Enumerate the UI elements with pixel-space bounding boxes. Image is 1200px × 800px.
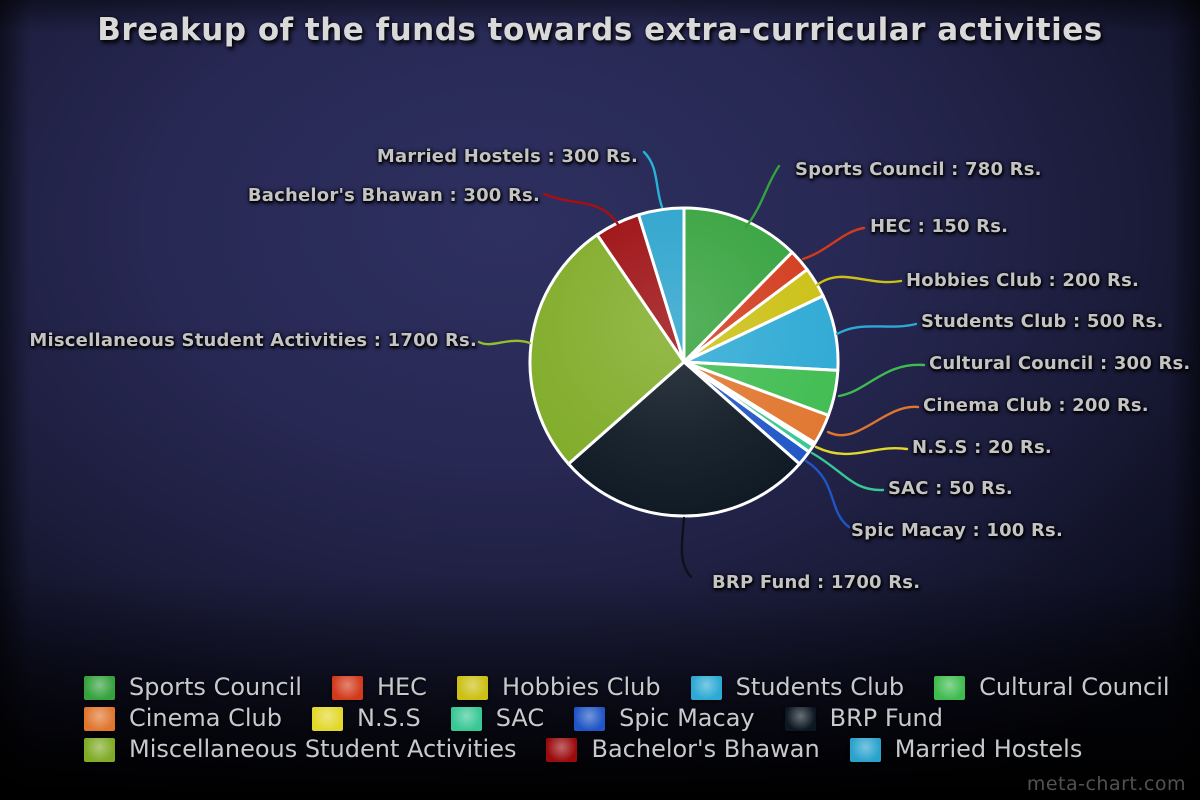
- leader-line-cultural-council: [837, 363, 926, 398]
- legend-item-sac: SAC: [450, 704, 545, 732]
- leader-line-brp-fund: [680, 516, 693, 579]
- legend-swatch-sac: [450, 706, 482, 731]
- legend-item-n-s-s: N.S.S: [312, 705, 421, 732]
- legend-label: N.S.S: [357, 704, 421, 732]
- leader-line-bachelor-s-bhawan: [542, 192, 621, 228]
- leader-line-cinema-club: [826, 405, 920, 437]
- legend-swatch-bachelor-s-bhawan: [546, 737, 578, 762]
- legend-label: Cultural Council: [979, 673, 1170, 701]
- leader-lines: [477, 150, 926, 579]
- legend-label: HEC: [376, 673, 427, 701]
- pie-highlight: [532, 210, 836, 514]
- legend-swatch-married-hostels: [849, 737, 881, 762]
- callout-students-club: Students Club : 500 Rs.: [921, 311, 1164, 332]
- leader-line-sports-council: [744, 164, 781, 229]
- legend-item-married-hostels: Married Hostels: [849, 735, 1083, 763]
- legend-row: Miscellaneous Student Activities Bachelor…: [84, 736, 1174, 763]
- callout-married-hostels: Married Hostels : 300 Rs.: [376, 146, 638, 167]
- legend-label: Married Hostels: [894, 735, 1083, 763]
- leader-line-students-club: [835, 322, 918, 336]
- legend-swatch-n-s-s: [312, 706, 343, 731]
- leader-line-married-hostels: [642, 150, 664, 209]
- leader-line-sac: [810, 451, 885, 492]
- legend-label: BRP Fund: [829, 704, 943, 732]
- legend-swatch-spic-macay: [574, 706, 606, 731]
- legend-swatch-sports-council: [84, 675, 115, 700]
- leader-line-n-s-s: [814, 445, 909, 456]
- legend-item-brp-fund: BRP Fund: [784, 704, 943, 732]
- leader-line-hec: [801, 226, 866, 261]
- callout-cinema-club: Cinema Club : 200 Rs.: [923, 395, 1149, 416]
- legend-item-miscellaneous-student-activities: Miscellaneous Student Activities: [84, 736, 516, 763]
- legend-item-cultural-council: Cultural Council: [934, 674, 1170, 701]
- legend-item-cinema-club: Cinema Club: [84, 705, 282, 732]
- callout-n-s-s: N.S.S : 20 Rs.: [912, 437, 1052, 458]
- legend-label: Cinema Club: [129, 704, 282, 732]
- legend-label: SAC: [495, 704, 545, 732]
- leader-line-spic-macay: [804, 459, 851, 529]
- callout-cultural-council: Cultural Council : 300 Rs.: [929, 353, 1191, 374]
- legend-swatch-cinema-club: [84, 706, 115, 731]
- legend-label: Bachelor's Bhawan: [591, 735, 820, 763]
- legend-label: Sports Council: [129, 673, 302, 701]
- legend-row: Cinema Club N.S.S SAC Spic Macay BRP Fund: [84, 705, 1174, 732]
- chart-title: Breakup of the funds towards extra-curri…: [97, 12, 1103, 48]
- legend-swatch-students-club: [690, 675, 722, 700]
- legend-swatch-brp-fund: [784, 706, 816, 731]
- legend-item-spic-macay: Spic Macay: [574, 704, 755, 732]
- leader-line-hobbies-club: [815, 275, 903, 287]
- callout-brp-fund: BRP Fund : 1700 Rs.: [712, 572, 921, 593]
- callout-bachelor-s-bhawan: Bachelor's Bhawan : 300 Rs.: [247, 185, 540, 206]
- callout-hobbies-club: Hobbies Club : 200 Rs.: [906, 270, 1140, 291]
- callout-sac: SAC : 50 Rs.: [888, 478, 1013, 499]
- legend-item-students-club: Students Club: [690, 673, 905, 701]
- callout-miscellaneous-student-activities: Miscellaneous Student Activities : 1700 …: [29, 330, 477, 351]
- legend-swatch-cultural-council: [934, 675, 966, 700]
- legend-item-sports-council: Sports Council: [84, 674, 302, 701]
- legend: Sports Council HEC Hobbies Club Students Cl…: [84, 674, 1174, 767]
- legend-label: Students Club: [735, 673, 905, 701]
- legend-swatch-hec: [331, 675, 363, 700]
- leader-line-miscellaneous-student-activities: [477, 339, 532, 346]
- watermark: meta-chart.com: [1026, 773, 1186, 795]
- legend-label: Miscellaneous Student Activities: [129, 735, 517, 763]
- legend-item-bachelor-s-bhawan: Bachelor's Bhawan: [546, 735, 820, 763]
- legend-row: Sports Council HEC Hobbies Club Students Cl…: [84, 674, 1174, 701]
- legend-item-hobbies-club: Hobbies Club: [456, 673, 661, 701]
- legend-swatch-miscellaneous-student-activities: [84, 737, 115, 762]
- callout-spic-macay: Spic Macay : 100 Rs.: [851, 520, 1063, 541]
- legend-swatch-hobbies-club: [456, 675, 488, 700]
- legend-label: Spic Macay: [619, 704, 755, 732]
- legend-label: Hobbies Club: [501, 673, 661, 701]
- callout-hec: HEC : 150 Rs.: [870, 216, 1009, 237]
- callout-sports-council: Sports Council : 780 Rs.: [795, 159, 1042, 180]
- legend-item-hec: HEC: [331, 673, 427, 701]
